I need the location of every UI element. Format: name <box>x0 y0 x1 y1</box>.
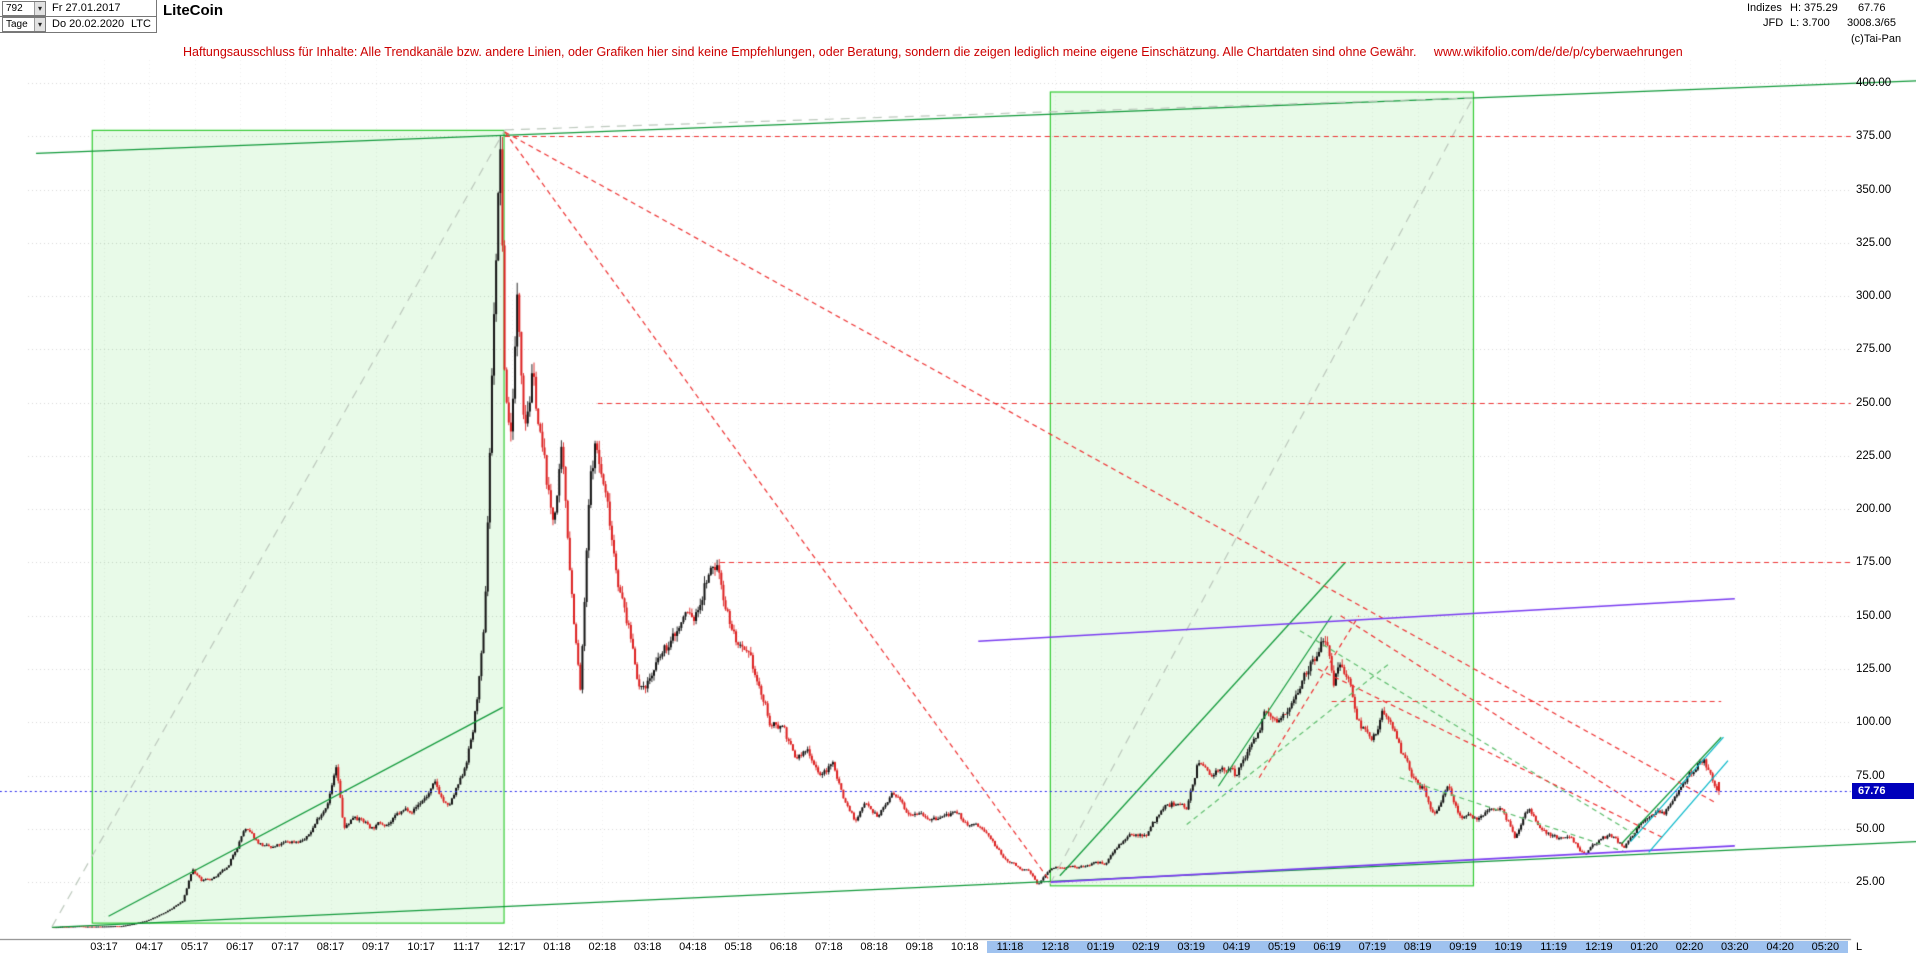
price-axis-label: 100.00 <box>1856 716 1892 729</box>
price-axis-label: 400.00 <box>1856 77 1892 89</box>
time-axis-end-label: L <box>1855 941 1863 953</box>
price-axis-label: 325.00 <box>1856 236 1892 249</box>
time-axis-label: 10:17 <box>407 941 435 953</box>
time-axis-label: 01:19 <box>1077 941 1124 953</box>
date-from-label: Fr 27.01.2017 <box>52 2 121 14</box>
time-axis-label: 10:18 <box>950 941 979 953</box>
chart-title: LiteCoin <box>163 2 223 19</box>
time-axis-label: 09:19 <box>1440 941 1486 953</box>
time-axis-label: 09:17 <box>362 941 390 953</box>
bars-count-dropdown[interactable]: 792 ▾ <box>2 1 46 16</box>
time-axis-label: 07:17 <box>271 941 299 953</box>
price-axis-label: 150.00 <box>1856 609 1892 622</box>
bar-info: 3008.3/65 <box>1847 17 1896 29</box>
chevron-down-icon: ▾ <box>34 2 45 15</box>
time-axis-label: 04:20 <box>1757 941 1804 953</box>
price-axis-label: 125.00 <box>1856 663 1892 676</box>
time-axis-label: 03:17 <box>90 941 118 953</box>
bars-count-value: 792 <box>6 3 23 14</box>
time-axis-label: 01:18 <box>543 941 571 953</box>
time-axis-label: 02:19 <box>1122 941 1169 953</box>
time-axis-label: 05:18 <box>724 941 752 953</box>
time-axis-label: 04:19 <box>1213 941 1260 953</box>
time-axis-label: 01:20 <box>1621 941 1668 953</box>
price-axis-label: 175.00 <box>1856 556 1892 569</box>
group-label: Indizes <box>1747 2 1782 14</box>
low-value: L: 3.700 <box>1790 17 1830 29</box>
time-axis-label: 10:19 <box>1485 941 1532 953</box>
time-axis-label: 03:20 <box>1711 941 1758 953</box>
price-axis-label: 225.00 <box>1856 449 1892 462</box>
time-axis-label: 03:18 <box>633 941 662 953</box>
chevron-down-icon: ▾ <box>34 18 45 31</box>
time-axis-label: 11:19 <box>1530 941 1577 953</box>
copyright-label: (c)Tai-Pan <box>1851 33 1902 45</box>
price-axis-label: 250.00 <box>1856 396 1892 409</box>
time-axis-label: 11:18 <box>987 941 1033 953</box>
last-price-value: 67.76 <box>1858 785 1886 797</box>
time-axis-label: 04:17 <box>135 941 164 953</box>
period-dropdown[interactable]: Tage ▾ <box>2 17 46 32</box>
time-axis-label: 07:19 <box>1349 941 1396 953</box>
panel-border-right <box>156 0 157 33</box>
time-axis-label: 12:19 <box>1575 941 1622 953</box>
time-axis-label: 04:18 <box>679 941 707 953</box>
price-axis-label: 275.00 <box>1856 343 1892 356</box>
price-axis-label: 375.00 <box>1856 130 1892 143</box>
disclaimer-body: Haftungsausschluss für Inhalte: Alle Tre… <box>183 45 1417 59</box>
price-axis-label: 200.00 <box>1856 503 1892 516</box>
time-axis-label: 05:17 <box>180 941 209 953</box>
price-axis-label: 75.00 <box>1856 769 1885 782</box>
time-axis-label: 08:19 <box>1394 941 1441 953</box>
time-axis-label: 07:18 <box>815 941 843 953</box>
period-value: Tage <box>6 19 28 30</box>
panel-divider <box>0 16 156 17</box>
time-axis-label: 08:17 <box>316 941 345 953</box>
last-price-tag: 67.76 <box>1852 783 1914 799</box>
time-axis-label: 02:18 <box>588 941 617 953</box>
time-axis-label: 12:17 <box>497 941 526 953</box>
price-axis-label: 300.00 <box>1856 290 1892 303</box>
disclaimer-url: www.wikifolio.com/de/de/p/cyberwaehrunge… <box>1433 45 1683 59</box>
time-axis-label: 11:17 <box>453 941 480 953</box>
time-axis-label: 05:20 <box>1802 941 1849 953</box>
date-to-label: Do 20.02.2020 <box>52 18 125 30</box>
time-axis-label: 06:18 <box>769 941 798 953</box>
last-price-top: 67.76 <box>1858 2 1886 14</box>
time-axis-label: 08:18 <box>860 941 888 953</box>
time-axis-label: 02:20 <box>1666 941 1713 953</box>
disclaimer-text: Haftungsausschluss für Inhalte: Alle Tre… <box>183 45 1683 59</box>
time-axis-label: 09:18 <box>905 941 934 953</box>
high-value: H: 375.29 <box>1790 2 1838 14</box>
time-axis-label: 06:17 <box>226 941 254 953</box>
time-axis-label: 06:19 <box>1304 941 1351 953</box>
price-axis-label: 50.00 <box>1856 822 1885 835</box>
price-axis-label: 350.00 <box>1856 183 1892 196</box>
time-axis-label: 05:19 <box>1258 941 1305 953</box>
symbol-label: LTC <box>131 18 151 30</box>
time-axis-label: 03:19 <box>1168 941 1215 953</box>
price-axis-label: 25.00 <box>1856 876 1885 889</box>
panel-border-bottom <box>0 32 156 33</box>
time-axis-label: 12:18 <box>1032 941 1079 953</box>
broker-label: JFD <box>1763 17 1784 29</box>
